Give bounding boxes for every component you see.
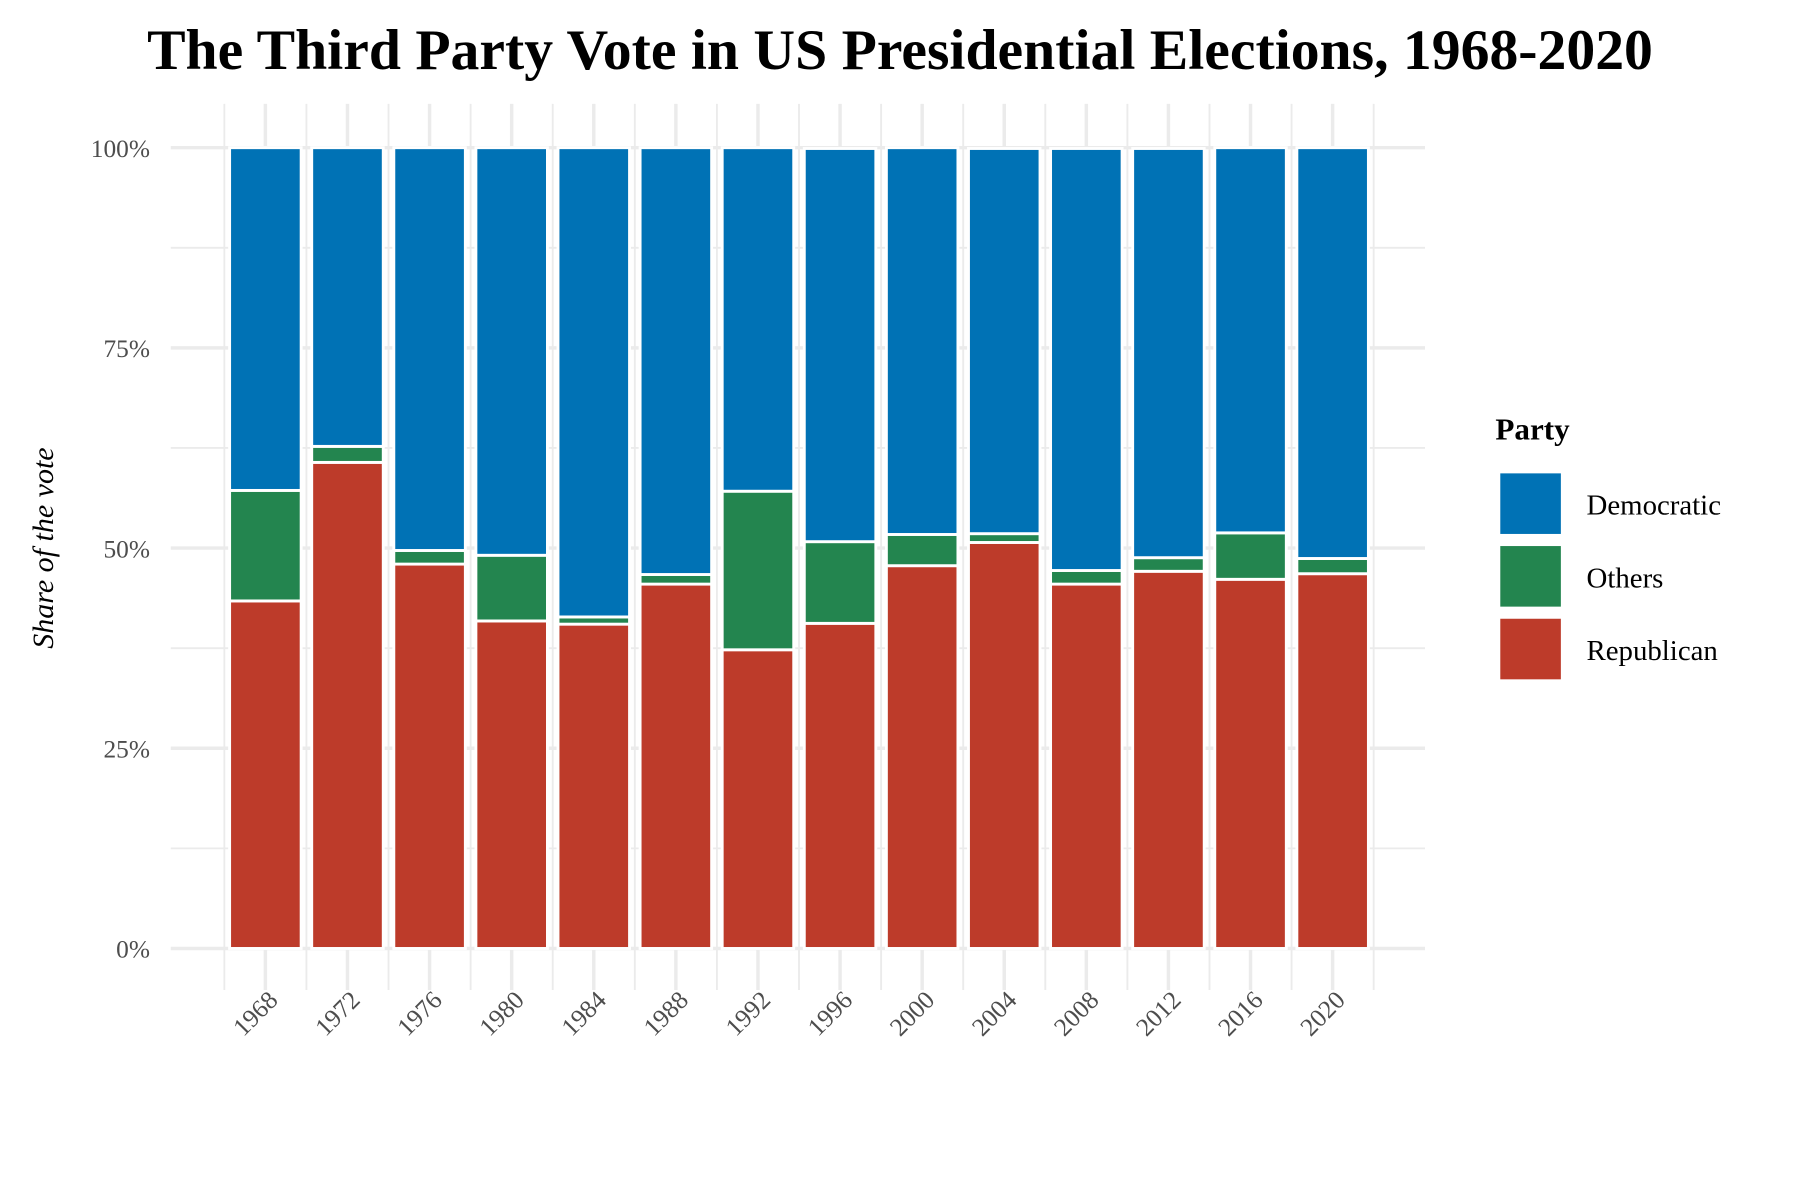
- bar-democratic-1992: [720, 146, 796, 493]
- bar-republican-2000: [884, 564, 960, 950]
- bar-democratic-1988: [638, 146, 714, 576]
- y-tick-label: 100%: [91, 135, 150, 163]
- bar-democratic-1980: [474, 146, 549, 557]
- bar-democratic-2008: [1049, 147, 1124, 572]
- bar-democratic-2004: [967, 147, 1042, 536]
- legend-label-republican: Republican: [1587, 635, 1718, 667]
- y-tick-label: 50%: [103, 535, 150, 563]
- bar-democratic-2016: [1213, 146, 1288, 535]
- bar-others-2020: [1295, 557, 1370, 576]
- bar-republican-2008: [1049, 582, 1124, 950]
- x-tick-label: 1976: [392, 986, 448, 1042]
- bar-republican-1988: [638, 582, 714, 950]
- bar-others-1996: [802, 540, 878, 625]
- x-tick-label: 1988: [638, 986, 694, 1042]
- bar-republican-2016: [1213, 577, 1288, 950]
- bar-others-1968: [228, 488, 303, 603]
- bar-republican-1996: [802, 621, 878, 950]
- bar-republican-1976: [392, 562, 467, 950]
- legend-key-others: [1497, 543, 1564, 610]
- legend-label-democratic: Democratic: [1587, 490, 1721, 522]
- bar-republican-1984: [556, 622, 631, 950]
- bar-republican-2004: [967, 541, 1042, 950]
- bar-others-1992: [720, 489, 796, 652]
- legend-key-republican: [1497, 615, 1564, 683]
- y-tick-labels: 0% 25% 50% 75% 100%: [91, 135, 150, 964]
- legend-label-others: Others: [1587, 562, 1664, 594]
- bar-others-2012: [1131, 556, 1206, 573]
- x-tick-label: 2016: [1213, 986, 1269, 1042]
- bar-republican-1972: [310, 460, 385, 950]
- y-tick-label: 25%: [103, 736, 150, 764]
- x-tick-label: 2012: [1131, 986, 1187, 1042]
- x-tick-label: 2020: [1295, 986, 1351, 1042]
- bar-democratic-2020: [1295, 146, 1370, 560]
- x-tick-labels: 1968 1972 1976 1980 1984 1988 1992 1996 2000 2004…: [228, 986, 1351, 1042]
- bar-republican-2012: [1131, 569, 1206, 950]
- bar-democratic-2000: [884, 146, 960, 536]
- x-tick-label: 1992: [720, 986, 776, 1042]
- bars: [228, 146, 1370, 950]
- bar-democratic-2012: [1131, 147, 1206, 560]
- legend-title: Party: [1495, 412, 1570, 447]
- y-axis-label: Share of the vote: [27, 447, 60, 648]
- x-tick-label: 2000: [885, 986, 941, 1042]
- bar-democratic-1984: [556, 146, 631, 619]
- y-tick-label: 75%: [103, 335, 150, 363]
- bar-others-2008: [1049, 569, 1124, 586]
- y-tick-label: 0%: [116, 936, 150, 964]
- bar-others-1972: [310, 444, 385, 464]
- bar-democratic-1996: [802, 147, 878, 544]
- bar-others-2000: [884, 533, 960, 568]
- bar-republican-1992: [720, 648, 796, 950]
- x-tick-label: 1996: [802, 986, 858, 1042]
- x-tick-label: 1972: [310, 986, 366, 1042]
- chart-title: The Third Party Vote in US Presidential …: [147, 19, 1653, 82]
- bar-democratic-1968: [228, 146, 303, 492]
- x-tick-label: 1984: [556, 986, 612, 1042]
- x-tick-label: 2004: [967, 986, 1023, 1042]
- bar-democratic-1972: [310, 146, 385, 448]
- x-tick-label: 1980: [474, 986, 530, 1042]
- bar-republican-2020: [1295, 572, 1370, 950]
- legend-key-democratic: [1497, 470, 1564, 537]
- bar-others-1980: [474, 553, 549, 623]
- legend: Party Democratic Others Republican: [1495, 412, 1721, 683]
- x-tick-label: 1968: [228, 986, 284, 1042]
- bar-republican-1968: [228, 599, 303, 950]
- x-tick-label: 2008: [1049, 986, 1105, 1042]
- bar-others-1976: [392, 549, 467, 566]
- bar-others-2016: [1213, 531, 1288, 581]
- bar-democratic-1976: [392, 146, 467, 552]
- bar-republican-1980: [474, 619, 549, 950]
